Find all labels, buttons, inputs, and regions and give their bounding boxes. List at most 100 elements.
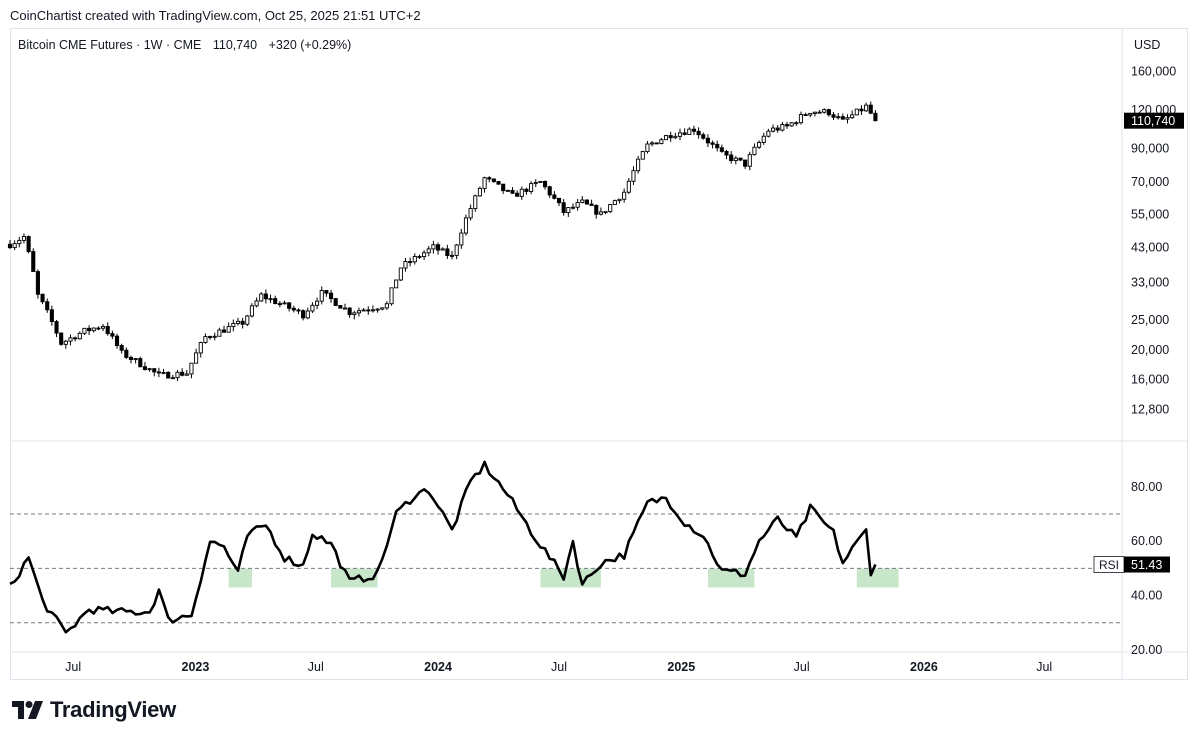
candle xyxy=(17,236,22,248)
candle xyxy=(757,140,762,150)
candle-body xyxy=(505,189,510,192)
candle-body xyxy=(87,327,92,332)
candle-body xyxy=(561,202,566,214)
tradingview-brand[interactable]: TradingView xyxy=(12,697,176,723)
candle-body xyxy=(850,114,855,119)
candle xyxy=(496,181,501,185)
candle-body xyxy=(747,154,752,167)
candle-body xyxy=(719,147,724,152)
candle xyxy=(68,334,73,346)
candle xyxy=(454,243,459,260)
last-price-tag-text: 110,740 xyxy=(1131,114,1175,128)
price-tick-label: 90,000 xyxy=(1131,141,1169,155)
candle xyxy=(426,245,431,257)
candle-body xyxy=(235,320,241,324)
candle xyxy=(35,269,40,299)
candle-body xyxy=(263,293,268,300)
candle-body xyxy=(212,335,217,338)
candle-body xyxy=(659,139,664,144)
price-pane: 160,000120,00090,00070,00055,00043,00033… xyxy=(7,64,1184,416)
candle-body xyxy=(687,128,692,135)
candle xyxy=(45,298,50,313)
candle xyxy=(533,179,538,188)
candle xyxy=(575,198,580,211)
candle xyxy=(543,180,548,190)
candle xyxy=(724,149,729,160)
candle-body xyxy=(156,371,161,374)
rsi-current-tag: RSI 51.43 xyxy=(1093,556,1170,573)
candle-body xyxy=(133,358,138,361)
candle-body xyxy=(770,127,776,132)
candle-body xyxy=(864,104,869,112)
candle xyxy=(598,207,603,216)
candle-body xyxy=(422,252,427,258)
candle-body xyxy=(408,261,413,263)
candle xyxy=(449,250,455,260)
candle xyxy=(347,307,352,318)
candle xyxy=(580,196,585,204)
time-axis: Jul 2023 Jul 2024 Jul 2025 Jul 2026 Jul xyxy=(65,660,1052,674)
candle-body xyxy=(594,204,599,215)
price-tick-label: 20,000 xyxy=(1131,343,1169,357)
candle xyxy=(142,362,147,371)
candle xyxy=(780,121,785,132)
candle-body xyxy=(789,122,794,127)
candle-body xyxy=(403,261,408,269)
candle xyxy=(91,327,96,333)
candle-body xyxy=(445,248,450,257)
candle-body xyxy=(631,170,636,182)
candle xyxy=(682,128,687,136)
candle xyxy=(729,151,734,164)
candle xyxy=(254,297,259,308)
candle xyxy=(114,333,120,349)
candle xyxy=(277,301,282,308)
candle-body xyxy=(45,301,50,311)
candle-body xyxy=(840,116,845,120)
candle xyxy=(631,166,636,185)
candle-body xyxy=(533,182,538,185)
candle-body xyxy=(259,293,264,302)
candle xyxy=(561,199,566,216)
candle xyxy=(152,368,157,377)
candle xyxy=(445,244,450,259)
candle xyxy=(798,111,804,125)
candle-body xyxy=(412,255,417,263)
candle xyxy=(380,307,385,311)
candle xyxy=(803,112,808,117)
rsi-pane: 80.00 60.00 40.00 20.00 RSI 51.43 xyxy=(9,460,1170,657)
candle xyxy=(212,332,217,341)
candle-body xyxy=(612,200,617,206)
candle-body xyxy=(589,203,594,206)
candle xyxy=(640,150,645,160)
candle xyxy=(403,257,408,272)
candle-body xyxy=(873,112,878,122)
currency-label[interactable]: USD xyxy=(1134,38,1160,52)
candle-body xyxy=(105,326,110,335)
candle-body xyxy=(622,191,627,200)
candle xyxy=(417,254,422,259)
symbol-label: Bitcoin CME Futures · 1W · CME xyxy=(18,38,201,52)
candle-body xyxy=(738,157,743,161)
candle-body xyxy=(394,279,399,289)
candle-body xyxy=(808,112,813,116)
candle xyxy=(594,204,599,219)
candle xyxy=(808,112,813,118)
candle-body xyxy=(26,236,31,253)
candle-body xyxy=(752,146,757,156)
candle xyxy=(184,369,189,376)
candle-body xyxy=(440,248,445,251)
candle-body xyxy=(566,207,571,214)
time-tick-label: Jul xyxy=(794,660,810,674)
candle-body xyxy=(761,135,766,143)
candle xyxy=(487,176,492,183)
rsi-line xyxy=(9,460,877,634)
candle-body xyxy=(291,307,296,311)
candle-body xyxy=(226,326,231,333)
rsi-tick-label: 80.00 xyxy=(1131,480,1162,494)
candle-body xyxy=(691,128,696,132)
candle-body xyxy=(584,199,589,205)
price-tick-label: 160,000 xyxy=(1131,64,1176,78)
candle xyxy=(124,347,129,360)
candle-body xyxy=(501,183,506,192)
